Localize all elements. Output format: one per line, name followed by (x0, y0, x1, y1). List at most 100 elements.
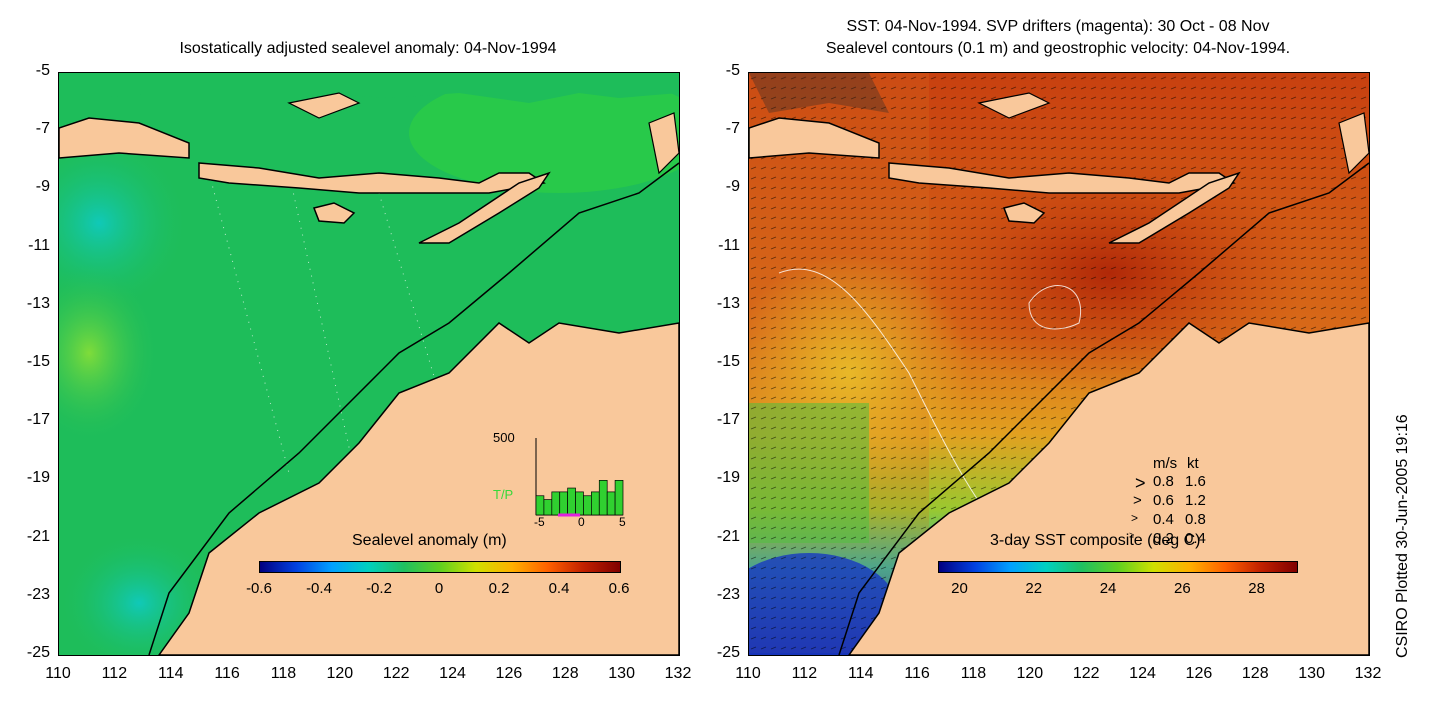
right-map-ytick: -9 (725, 178, 740, 196)
legend-arrow-icon: > (1135, 473, 1146, 493)
right-map-xtick: 132 (1354, 665, 1382, 682)
legend-kt-value: 0.8 (1185, 511, 1206, 528)
sealevel-colorbar-label: 0.6 (608, 580, 630, 597)
right-map-xtick: 116 (904, 665, 930, 682)
inset-bar (551, 491, 561, 516)
left-map-ytick: -15 (26, 353, 50, 370)
sealevel-colorbar-label: 0 (434, 580, 444, 597)
inset-bar (559, 491, 568, 516)
right-map-title-line1: SST: 04-Nov-1994. SVP drifters (magenta)… (846, 18, 1270, 35)
right-map-xtick: 130 (1298, 665, 1325, 682)
sst-colorbar-title: 3-day SST composite (deg C) (990, 532, 1201, 549)
left-map-ytick: -17 (26, 411, 50, 429)
left-map-xtick: 132 (664, 665, 692, 682)
inset-bar (543, 499, 553, 516)
right-map-xtick: 112 (791, 665, 818, 682)
left-map-xtick: 124 (439, 665, 466, 682)
right-map-xtick: 110 (735, 665, 761, 682)
sealevel-map-canvas (59, 73, 679, 655)
sst-colorbar-label: 22 (1025, 580, 1043, 597)
left-map-xtick: 116 (214, 665, 240, 682)
right-map-title-line2: Sealevel contours (0.1 m) and geostrophi… (825, 40, 1291, 57)
inset-xlabel-neg: -5 (534, 515, 545, 529)
right-map-xtick: 126 (1185, 665, 1213, 682)
legend-arrow-icon: > (1131, 511, 1139, 525)
left-map-xtick: 130 (608, 665, 635, 682)
left-map-xtick: 114 (157, 665, 184, 682)
inset-bar (575, 491, 584, 516)
left-map-xtick: 110 (45, 665, 71, 682)
sealevel-colorbar-title: Sealevel anomaly (m) (352, 532, 507, 549)
inset-series-label: T/P (493, 487, 514, 502)
right-map-ytick: -23 (716, 585, 740, 603)
legend-header-kt: kt (1187, 455, 1199, 472)
inset-bar (614, 479, 624, 516)
left-map-ytick: -13 (26, 294, 50, 312)
left-map-ytick: -11 (28, 236, 50, 254)
left-map-xtick: 120 (326, 665, 354, 682)
sst-colorbar (938, 561, 1298, 573)
left-map-ytick: -7 (35, 120, 50, 138)
sst-colorbar-label: 24 (1099, 580, 1117, 597)
sst-map-canvas (749, 73, 1369, 655)
right-map-ytick: -17 (716, 411, 740, 429)
right-map-xtick: 124 (1129, 665, 1156, 682)
left-map-ytick: -9 (35, 178, 50, 196)
inset-ymax-label: 500 (493, 430, 515, 445)
right-map-ytick: -13 (716, 294, 740, 312)
legend-header-ms: m/s (1153, 455, 1178, 472)
legend-kt-value: 1.6 (1185, 473, 1206, 490)
csiro-credit: CSIRO Plotted 30-Jun-2005 19:16 (1394, 414, 1411, 658)
legend-ms-value: 0.2 (1153, 530, 1174, 547)
legend-arrow-icon: > (1129, 530, 1135, 540)
right-map-xtick: 114 (847, 665, 874, 682)
left-map-xtick: 122 (382, 665, 410, 682)
left-map-xtick: 128 (551, 665, 579, 682)
right-map-ytick: -5 (725, 62, 740, 79)
right-map-ytick: -15 (716, 353, 740, 370)
sealevel-colorbar-label: 0.4 (548, 580, 570, 597)
legend-ms-value: 0.6 (1153, 492, 1174, 509)
legend-ms-value: 0.8 (1153, 473, 1174, 490)
inset-bars (535, 438, 624, 517)
inset-bar (606, 491, 616, 516)
sst-colorbar-label: 20 (951, 580, 968, 597)
inset-xlabel-zero: 0 (578, 515, 585, 529)
sst-colorbar-label: 26 (1173, 580, 1191, 597)
sealevel-anomaly-map (58, 72, 680, 656)
inset-bar (567, 487, 576, 516)
inset-bar (591, 491, 600, 516)
right-map-ytick: -21 (716, 527, 740, 545)
legend-kt-value: 1.2 (1185, 492, 1206, 509)
sealevel-colorbar-label: -0.4 (306, 580, 332, 597)
left-map-ytick: -19 (26, 469, 50, 487)
left-map-ytick: -5 (35, 62, 50, 79)
sealevel-colorbar (259, 561, 621, 573)
java-land (59, 117, 190, 159)
right-map-ytick: -19 (716, 469, 740, 487)
right-map-ytick: -11 (718, 236, 740, 254)
right-map-xtick: 118 (960, 665, 987, 682)
sealevel-colorbar-label: -0.2 (366, 580, 392, 597)
tp-inset-chart: 500 T/P -5 0 5 (490, 430, 630, 530)
legend-ms-value: 0.4 (1153, 511, 1174, 528)
left-map-xtick: 112 (101, 665, 128, 682)
left-map-ytick: -23 (26, 585, 50, 603)
sst-map (748, 72, 1370, 656)
inset-xlabel-pos: 5 (619, 515, 626, 529)
right-map-xtick: 128 (1241, 665, 1269, 682)
right-map-ytick: -7 (725, 120, 740, 138)
left-map-xtick: 126 (495, 665, 523, 682)
timor-land (418, 171, 551, 244)
sst-colorbar-label: 28 (1248, 580, 1265, 597)
left-map-ytick: -21 (26, 527, 50, 545)
right-map-ytick: -25 (716, 644, 740, 661)
sealevel-colorbar-label: -0.6 (246, 580, 272, 597)
velocity-legend: m/s kt >0.8 1.6 >0.6 1.2 >0.4 0.8 >0.2 0.4 (1125, 455, 1235, 565)
left-map-ytick: -25 (26, 644, 50, 661)
sealevel-colorbar-label: 0.2 (488, 580, 510, 597)
legend-arrow-icon: > (1133, 492, 1142, 509)
inset-bar (535, 495, 545, 516)
left-map-title: Isostatically adjusted sealevel anomaly:… (179, 40, 557, 57)
right-map-xtick: 122 (1072, 665, 1100, 682)
